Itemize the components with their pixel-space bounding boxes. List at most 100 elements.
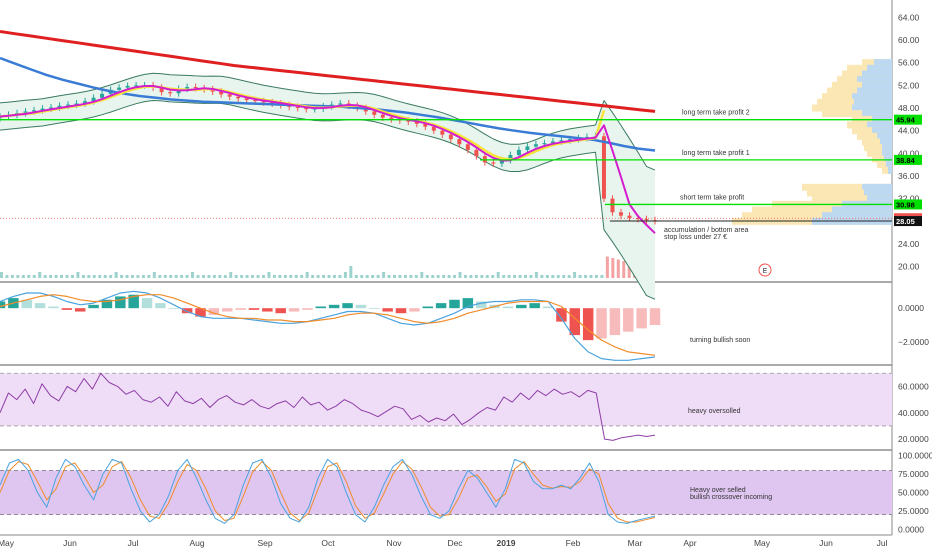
volume-bar bbox=[540, 275, 544, 278]
candle-body bbox=[338, 103, 343, 105]
macd-histogram-bar bbox=[475, 301, 487, 309]
candle-body bbox=[610, 198, 615, 213]
price-axis-tick: 36.00 bbox=[898, 171, 920, 181]
volume-bar bbox=[562, 275, 566, 278]
volume-bar bbox=[420, 272, 424, 278]
time-axis-tick: Aug bbox=[189, 538, 204, 548]
macd-histogram-bar bbox=[88, 304, 99, 309]
candle-body bbox=[91, 97, 96, 102]
volume-bar bbox=[349, 266, 353, 278]
volume-bar bbox=[409, 275, 413, 278]
macd-histogram-bar bbox=[222, 308, 233, 312]
time-axis-tick: Apr bbox=[683, 538, 696, 548]
volume-bar bbox=[414, 275, 418, 278]
candle-body bbox=[117, 87, 122, 90]
volume-bar bbox=[158, 275, 162, 278]
volume-bar bbox=[131, 275, 134, 278]
volume-bar bbox=[382, 272, 386, 278]
macd-histogram-bar bbox=[369, 308, 380, 309]
volume-bar bbox=[16, 275, 20, 278]
macd-histogram-bar bbox=[582, 308, 594, 341]
macd-histogram-bar bbox=[556, 308, 567, 322]
macd-histogram-bar bbox=[141, 298, 153, 309]
volume-bar bbox=[463, 275, 467, 278]
volume-bar bbox=[371, 275, 375, 278]
volume-profile-bar-up bbox=[867, 195, 892, 203]
volume-profile-bar-up bbox=[862, 70, 892, 78]
annotation-macd: turning bullish soon bbox=[690, 337, 750, 344]
price-level-tag-label: 30.98 bbox=[896, 200, 915, 209]
volume-bar bbox=[360, 275, 364, 278]
volume-bar bbox=[27, 275, 31, 278]
volume-profile-bar-up bbox=[867, 64, 892, 72]
volume-bar bbox=[32, 275, 36, 278]
volume-profile-bar-up bbox=[888, 166, 892, 174]
volume-bar bbox=[518, 275, 522, 278]
candle-body bbox=[644, 219, 649, 221]
macd-histogram-bar bbox=[409, 308, 420, 312]
candle-body bbox=[227, 94, 232, 97]
macd-histogram-bar bbox=[168, 308, 180, 309]
candle-body bbox=[465, 144, 470, 150]
candle-body bbox=[567, 139, 572, 141]
price-axis-tick: 44.00 bbox=[898, 126, 920, 136]
macd-signal-line bbox=[0, 294, 656, 356]
time-axis-tick: Oct bbox=[321, 538, 335, 548]
volume-bar bbox=[38, 272, 42, 278]
volume-bar bbox=[316, 275, 320, 278]
candle-body bbox=[380, 114, 385, 118]
volume-profile-bar bbox=[882, 166, 892, 174]
candle-body bbox=[431, 126, 436, 131]
macd-histogram-bar bbox=[181, 308, 193, 314]
volume-bar bbox=[152, 272, 156, 278]
price-axis-tick: 56.00 bbox=[898, 58, 920, 68]
time-axis-tick: May bbox=[0, 538, 15, 548]
volume-bar bbox=[109, 275, 113, 278]
price-axis-tick: 64.00 bbox=[898, 12, 920, 22]
macd-histogram-bar bbox=[636, 308, 647, 329]
volume-bar bbox=[605, 256, 609, 278]
volume-bar bbox=[589, 275, 593, 278]
volume-bar bbox=[163, 275, 167, 278]
earnings-marker-letter: E bbox=[763, 268, 768, 275]
annotation-short-tp: short term take profit bbox=[680, 194, 744, 201]
macd-histogram-bar bbox=[596, 308, 607, 339]
macd-histogram-bar bbox=[422, 306, 433, 309]
candle-body bbox=[491, 162, 496, 164]
macd-axis-tick: −2.0000 bbox=[898, 337, 929, 347]
candle-body bbox=[236, 96, 241, 99]
candle-body bbox=[40, 108, 45, 111]
volume-bar bbox=[103, 275, 107, 278]
price-axis-tick: 40.00 bbox=[898, 148, 920, 158]
candle-body bbox=[533, 144, 538, 147]
volume-bar bbox=[147, 275, 151, 278]
price-level-tag bbox=[894, 199, 922, 210]
time-axis-tick: Jul bbox=[128, 538, 139, 548]
candle-body bbox=[550, 141, 555, 144]
earnings-marker-circle bbox=[758, 263, 772, 277]
volume-profile-bar-up bbox=[882, 144, 892, 152]
candle-body bbox=[618, 212, 623, 216]
volume-bar bbox=[114, 272, 118, 278]
candle-body bbox=[304, 108, 309, 110]
volume-bar bbox=[611, 258, 615, 278]
volume-profile-bar-up bbox=[862, 110, 892, 118]
volume-bar bbox=[485, 275, 489, 278]
volume-bar bbox=[283, 275, 287, 278]
macd-histogram-bar bbox=[275, 308, 286, 314]
volume-bar bbox=[442, 275, 446, 278]
volume-bar bbox=[365, 275, 369, 278]
macd-histogram-bar bbox=[395, 308, 407, 314]
volume-bar bbox=[491, 275, 495, 278]
volume-bar bbox=[513, 275, 517, 278]
volume-bar bbox=[278, 275, 282, 278]
volume-bar bbox=[256, 275, 260, 278]
volume-bar bbox=[311, 275, 315, 278]
sma-long-line bbox=[0, 30, 656, 113]
candle-body bbox=[253, 100, 258, 102]
volume-profile-bar bbox=[862, 138, 892, 146]
annotation-stoch-line1: Heavy over selled bbox=[690, 487, 746, 494]
annotation-tp2: long term take profit 2 bbox=[682, 110, 750, 117]
rsi-band-fill bbox=[0, 373, 892, 426]
volume-bar bbox=[376, 275, 380, 278]
